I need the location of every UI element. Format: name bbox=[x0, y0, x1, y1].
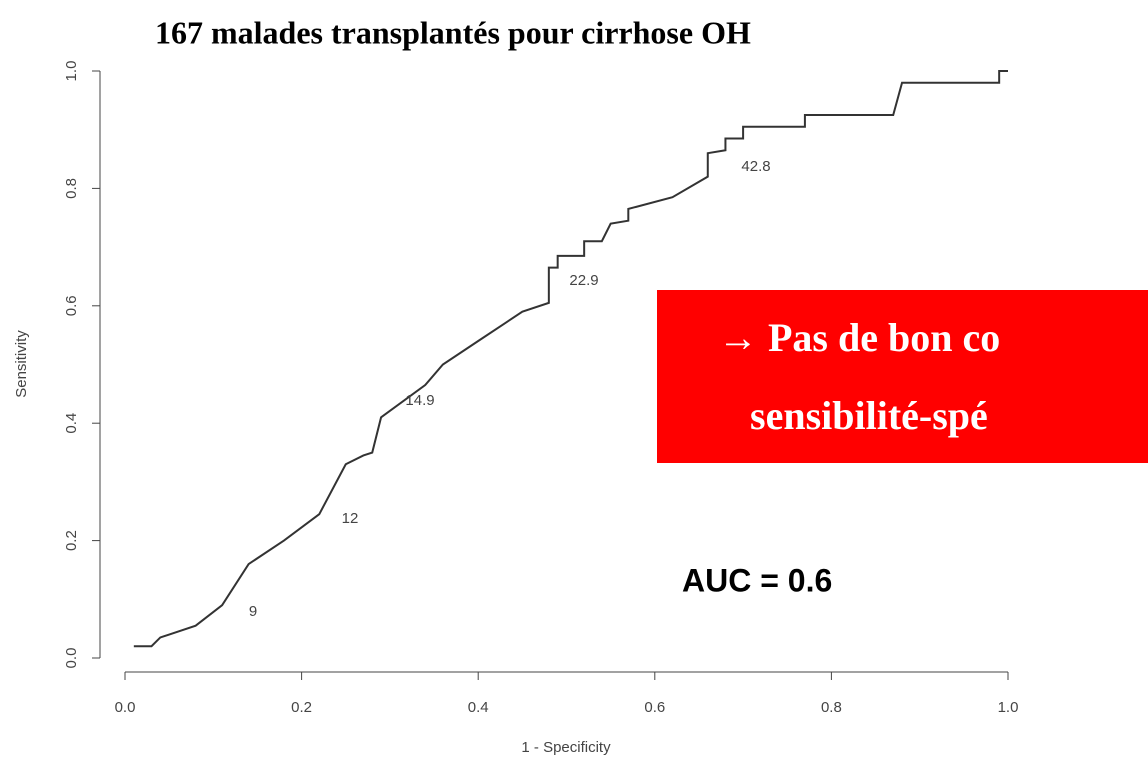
y-tick-label: 0.4 bbox=[63, 413, 80, 434]
threshold-label: 42.8 bbox=[741, 158, 770, 175]
x-tick-label: 0.0 bbox=[115, 699, 136, 716]
callout-box bbox=[657, 290, 1148, 463]
x-tick-label: 0.2 bbox=[291, 699, 312, 716]
callout-text: → Pas de bon co bbox=[718, 315, 1000, 360]
roc-line bbox=[133, 70, 1008, 648]
x-tick-label: 1.0 bbox=[998, 699, 1019, 716]
y-axis-label: Sensitivity bbox=[13, 330, 30, 398]
y-tick-label: 0.2 bbox=[63, 530, 80, 551]
y-tick-label: 0.0 bbox=[63, 648, 80, 669]
threshold-label: 9 bbox=[249, 603, 257, 620]
x-tick-label: 0.8 bbox=[821, 699, 842, 716]
auc-label: AUC = 0.6 bbox=[682, 562, 832, 598]
chart-title: 167 malades transplantés pour cirrhose O… bbox=[155, 14, 751, 50]
x-tick-label: 0.4 bbox=[468, 699, 489, 716]
y-tick-label: 0.6 bbox=[63, 295, 80, 316]
x-tick-label: 0.6 bbox=[644, 699, 665, 716]
threshold-label: 22.9 bbox=[569, 272, 598, 289]
x-axis-label: 1 - Specificity bbox=[521, 739, 611, 756]
callout-text: sensibilité-spé bbox=[750, 393, 988, 438]
y-tick-label: 0.8 bbox=[63, 178, 80, 199]
y-tick-label: 1.0 bbox=[63, 61, 80, 82]
threshold-label: 14.9 bbox=[405, 392, 434, 409]
threshold-label: 12 bbox=[342, 510, 359, 527]
